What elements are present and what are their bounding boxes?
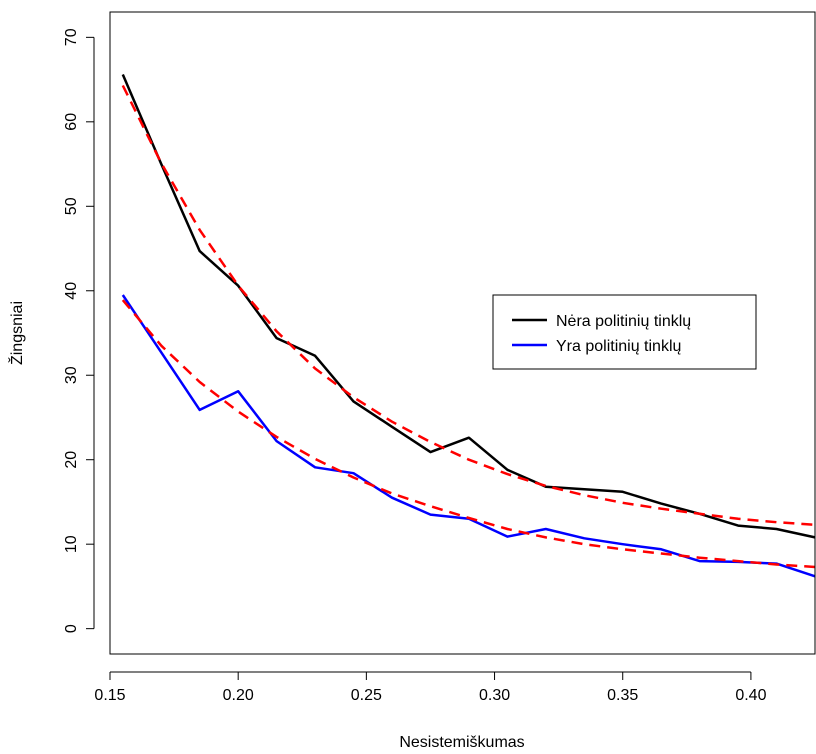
y-tick-label: 20: [63, 451, 80, 469]
x-tick-label: 0.35: [607, 687, 638, 704]
y-axis: 0 10 20 30 40 50 60 70: [63, 28, 95, 633]
x-axis-title: Nesistemiškumas: [399, 734, 524, 751]
y-axis-title: Žingsniai: [7, 301, 26, 365]
x-tick-label: 0.25: [351, 687, 382, 704]
x-tick-label: 0.30: [479, 687, 510, 704]
y-tick-label: 70: [63, 28, 80, 46]
x-tick-label: 0.40: [735, 687, 766, 704]
legend-label-with-networks: Yra politinių tinklų: [556, 338, 682, 355]
series-layer: [121, 74, 816, 578]
series-line-fit-3: [121, 299, 816, 569]
legend-box: [492, 294, 757, 370]
series-line-fit-2: [121, 84, 816, 527]
y-tick-label: 30: [63, 366, 80, 384]
y-tick-label: 50: [63, 197, 80, 215]
legend: Nėra politinių tinklų Yra politinių tink…: [492, 294, 757, 370]
y-tick-label: 60: [63, 113, 80, 131]
x-axis: 0.15 0.20 0.25 0.30 0.35 0.40: [94, 671, 767, 704]
x-tick-label: 0.20: [223, 687, 254, 704]
y-tick-label: 40: [63, 282, 80, 300]
legend-label-no-networks: Nėra politinių tinklų: [556, 313, 691, 330]
x-tick-label: 0.15: [94, 687, 125, 704]
plot-frame: [109, 11, 816, 655]
y-tick-label: 10: [63, 535, 80, 553]
y-tick-label: 0: [63, 624, 80, 633]
